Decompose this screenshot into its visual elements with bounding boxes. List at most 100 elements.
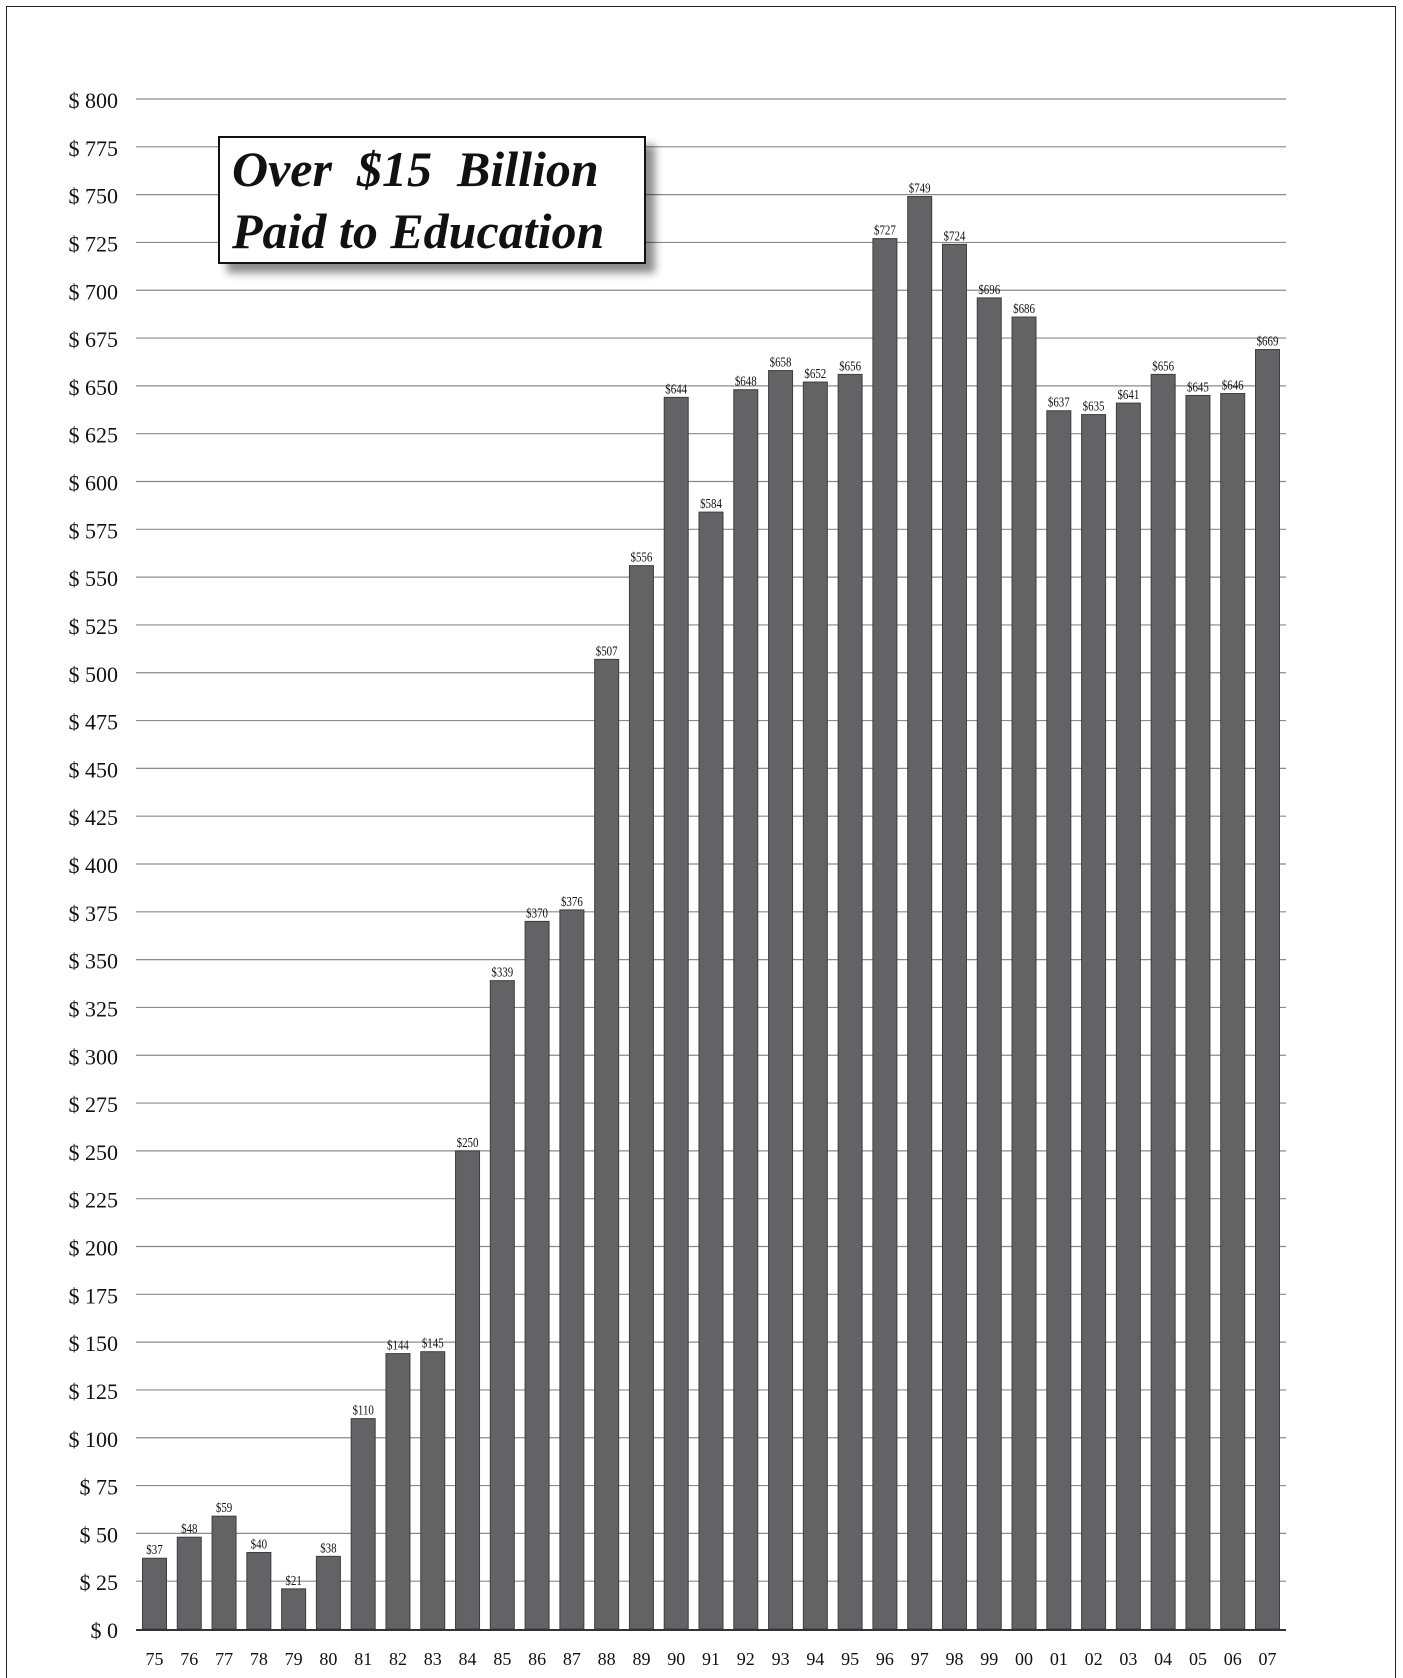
bar-value-label: $648 [735,373,757,389]
bar [872,238,898,1630]
bar-value-label: $40 [251,1536,267,1552]
bar-value-label: $376 [561,894,583,910]
title-line-2: Paid to Education [232,203,605,259]
bar-value-label: $110 [352,1402,373,1418]
bar [594,658,620,1630]
bar [1011,316,1037,1630]
bar [976,297,1002,1630]
x-tick-label: 85 [493,1649,511,1669]
x-tick-label: 06 [1224,1649,1242,1669]
y-tick-label: $ 275 [69,1092,119,1117]
title-box: Over $15 Billion Paid to Education [218,136,646,264]
bar [524,920,550,1630]
x-tick-label: 75 [146,1649,164,1669]
x-tick-label: 91 [702,1649,720,1669]
bar-value-label: $145 [422,1335,444,1351]
bar-value-label: $646 [1222,377,1244,393]
y-tick-label: $ 600 [69,471,119,496]
bar [385,1353,411,1630]
bar [489,980,515,1630]
y-tick-label: $ 575 [69,518,119,543]
x-tick-label: 81 [354,1649,372,1669]
bar [1081,414,1107,1630]
chart-frame [6,6,1396,1678]
bar-value-label: $724 [944,228,966,244]
y-tick-label: $ 725 [69,231,119,256]
bar [907,196,933,1630]
bar-value-label: $727 [874,222,896,238]
bar-value-label: $644 [665,381,687,397]
bar [1115,402,1141,1630]
bar-value-label: $641 [1117,387,1139,403]
y-tick-label: $ 500 [69,662,119,687]
y-tick-label: $ 150 [69,1331,119,1356]
bar-value-label: $38 [320,1540,336,1556]
y-tick-label: $ 225 [69,1188,119,1213]
x-tick-label: 01 [1050,1649,1068,1669]
bar-value-label: $635 [1083,398,1105,414]
x-tick-label: 99 [980,1649,998,1669]
bar [455,1150,481,1630]
bar [768,370,794,1630]
y-tick-label: $ 0 [91,1618,119,1643]
bar-value-label: $686 [1013,301,1035,317]
y-axis-tick-labels: $ 0 $ 25 $ 50 $ 75 $ 100 $ 125 $ 150 $ 175 $ 200… [69,88,119,1643]
bar-value-label: $556 [631,549,653,565]
x-tick-label: 89 [632,1649,650,1669]
y-tick-label: $ 700 [69,279,119,304]
bar-value-label: $652 [804,366,826,382]
bar [350,1418,376,1630]
y-tick-label: $ 300 [69,1044,119,1069]
y-tick-label: $ 375 [69,901,119,926]
x-tick-label: 84 [459,1649,477,1669]
x-tick-label: 78 [250,1649,268,1669]
x-tick-label: 86 [528,1649,546,1669]
x-tick-label: 98 [945,1649,963,1669]
x-tick-label: 95 [841,1649,859,1669]
y-tick-label: $ 50 [80,1522,119,1547]
bar [1220,393,1246,1630]
bar-value-label: $749 [909,180,931,196]
bar-value-label: $637 [1048,394,1070,410]
y-tick-label: $ 325 [69,996,119,1021]
bar [663,396,689,1630]
y-tick-label: $ 200 [69,1236,119,1261]
y-tick-label: $ 525 [69,614,119,639]
x-tick-label: 90 [667,1649,685,1669]
x-tick-label: 07 [1259,1649,1277,1669]
bar [733,389,759,1630]
bar [176,1536,202,1630]
x-tick-label: 04 [1154,1649,1172,1669]
bar [1185,394,1211,1630]
bar [698,511,724,1630]
bar [420,1351,446,1630]
bar-value-label: $339 [491,964,513,980]
bar [941,243,967,1630]
bar [246,1552,272,1630]
y-tick-label: $ 675 [69,327,119,352]
x-tick-label: 77 [215,1649,233,1669]
x-tick-label: 96 [876,1649,894,1669]
title-line-1: Over $15 Billion [232,141,599,197]
bar [1046,410,1072,1630]
bar [1150,373,1176,1630]
y-tick-label: $ 800 [69,88,119,113]
bar [315,1555,341,1630]
bar-value-label: $656 [1152,358,1174,374]
x-tick-label: 93 [772,1649,790,1669]
bar [142,1557,167,1630]
bar-value-label: $59 [216,1500,232,1516]
y-tick-label: $ 25 [80,1570,119,1595]
bar-value-label: $645 [1187,379,1209,395]
bars [142,196,1280,1630]
x-tick-label: 76 [180,1649,198,1669]
bar-value-labels: $37 $48 $59 $40 $21 $38 $110 $144 $145 $250 $339 $3… [146,180,1278,1588]
y-tick-label: $ 625 [69,423,119,448]
x-tick-label: 79 [285,1649,303,1669]
x-tick-label: 02 [1085,1649,1103,1669]
bar-value-label: $696 [978,282,1000,298]
bar [211,1515,237,1630]
x-tick-label: 03 [1119,1649,1137,1669]
bar-value-label: $658 [770,354,792,370]
